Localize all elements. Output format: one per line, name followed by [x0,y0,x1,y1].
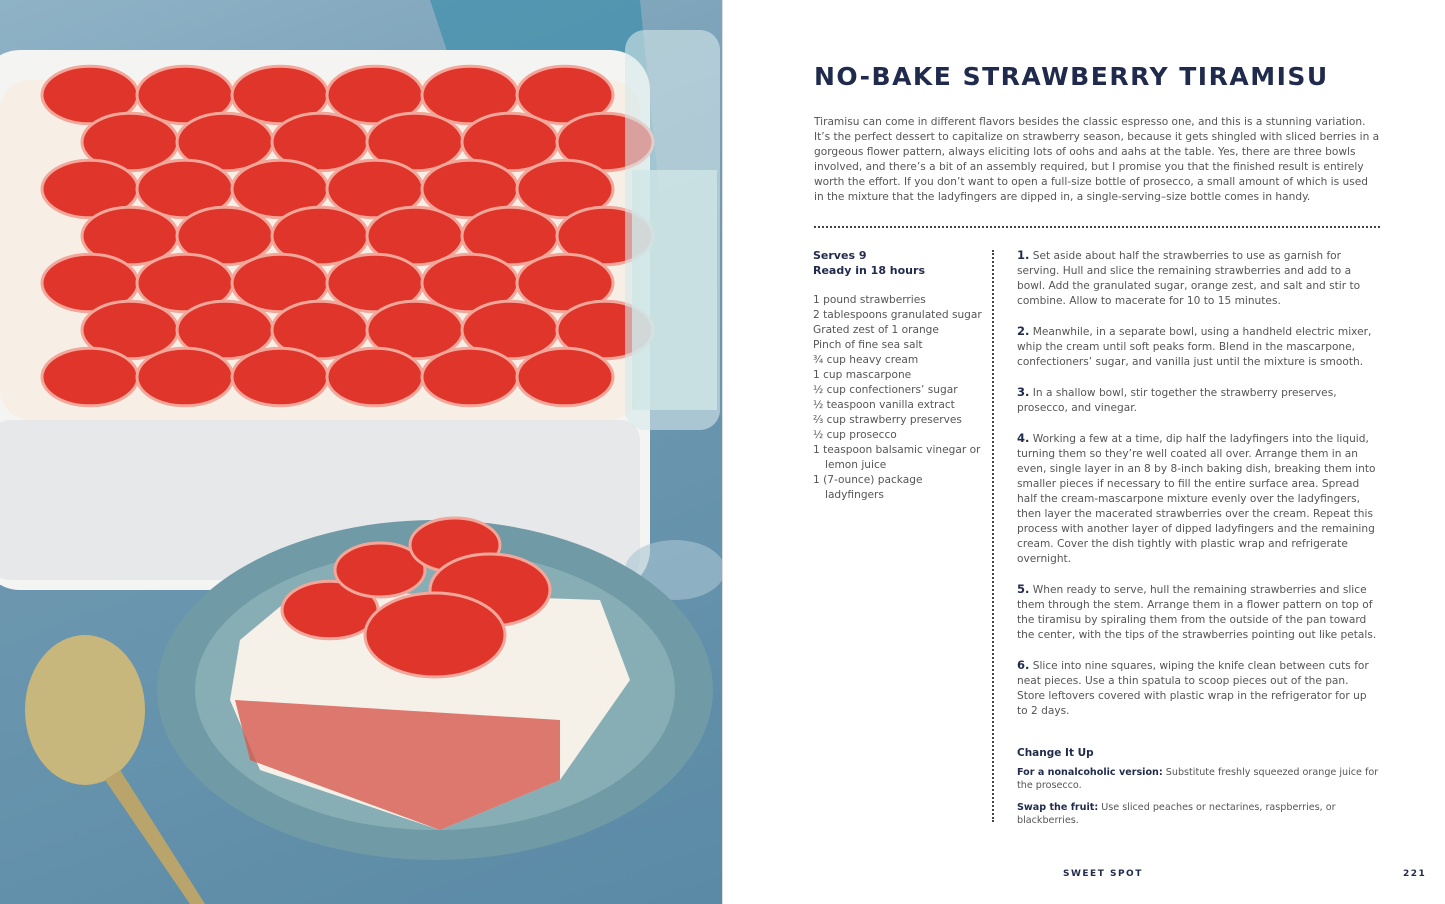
step-text: Working a few at a time, dip half the la… [1017,433,1376,565]
ingredient-item: ¾ cup heavy cream [813,354,919,366]
step: 6. Slice into nine squares, wiping the k… [1017,658,1379,719]
strawberry-slice [515,252,615,314]
ingredient-item: 1 (7-ounce) package ladyfingers [813,474,923,501]
step-number: 5. [1017,582,1030,596]
section-name: SWEET SPOT [1063,869,1143,879]
ingredient-item: ½ cup confectioners’ sugar [813,384,958,396]
step-number: 3. [1017,385,1030,399]
step-number: 6. [1017,658,1030,672]
step-text: Set aside about half the strawberries to… [1017,250,1361,307]
dotted-divider [814,226,1380,228]
tip-label: Swap the fruit: [1017,802,1099,813]
change-it-up: Change It Up For a nonalcoholic version:… [1017,746,1379,827]
strawberry-slice [420,346,520,408]
photo-illustration [0,0,722,904]
recipe-title: NO-BAKE STRAWBERRY TIRAMISU [814,62,1329,91]
change-heading: Change It Up [1017,747,1094,759]
strawberry-slice [135,346,235,408]
strawberry-slice [325,346,425,408]
step: 2. Meanwhile, in a separate bowl, using … [1017,324,1379,370]
tip: For a nonalcoholic version: Substitute f… [1017,766,1379,792]
tiramisu-photo [0,0,722,904]
step-number: 2. [1017,324,1030,338]
step-text: Slice into nine squares, wiping the knif… [1017,660,1369,717]
ingredient-item: ⅔ cup strawberry preserves [813,414,962,426]
step-number: 1. [1017,248,1030,262]
page-number: 221 [1403,869,1427,879]
tip-text: Substitute freshly squeezed orange juice… [1017,767,1379,791]
serves: Serves 9 [813,249,867,262]
strawberry-slice [515,158,615,220]
recipe-intro: Tiramisu can come in different flavors b… [814,116,1380,203]
ingredient-item: 1 pound strawberries [813,294,926,306]
recipe-page: NO-BAKE STRAWBERRY TIRAMISU Tiramisu can… [722,0,1445,904]
strawberry-slice [515,346,615,408]
ingredient-item: ½ teaspoon vanilla extract [813,399,955,411]
tip-label: For a nonalcoholic version: [1017,767,1163,778]
ingredients-list: 1 pound strawberries 2 tablespoons granul… [813,293,983,503]
step-number: 4. [1017,431,1030,445]
strawberry-slice [515,64,615,126]
step: 3. In a shallow bowl, stir together the … [1017,385,1379,416]
ready-time: Ready in 18 hours [813,264,925,277]
step: 4. Working a few at a time, dip half the… [1017,431,1379,567]
tip-text: Use sliced peaches or nectarines, raspbe… [1017,802,1336,826]
step-text: Meanwhile, in a separate bowl, using a h… [1017,326,1372,368]
strawberry-slice [230,346,330,408]
ingredient-item: ½ cup prosecco [813,429,897,441]
strawberry-slice [40,346,140,408]
strawberry-slice [333,541,427,599]
tip: Swap the fruit: Use sliced peaches or ne… [1017,801,1379,827]
step: 5. When ready to serve, hull the remaini… [1017,582,1379,643]
step: 1. Set aside about half the strawberries… [1017,248,1379,309]
directions-column: 1. Set aside about half the strawberries… [1017,248,1379,836]
ingredient-item: Pinch of fine sea salt [813,339,923,351]
ingredient-item: 1 teaspoon balsamic vinegar or lemon jui… [813,444,981,471]
ingredient-item: Grated zest of 1 orange [813,324,939,336]
column-divider [992,250,994,822]
ingredient-item: 2 tablespoons granulated sugar [813,309,982,321]
step-text: In a shallow bowl, stir together the str… [1017,387,1337,414]
ingredient-item: 1 cup mascarpone [813,369,912,381]
strawberry-slice [363,591,507,679]
steps-list: 1. Set aside about half the strawberries… [1017,248,1379,719]
ingredients-column: Serves 9 Ready in 18 hours 1 pound straw… [813,248,983,503]
step-text: When ready to serve, hull the remaining … [1017,584,1377,641]
